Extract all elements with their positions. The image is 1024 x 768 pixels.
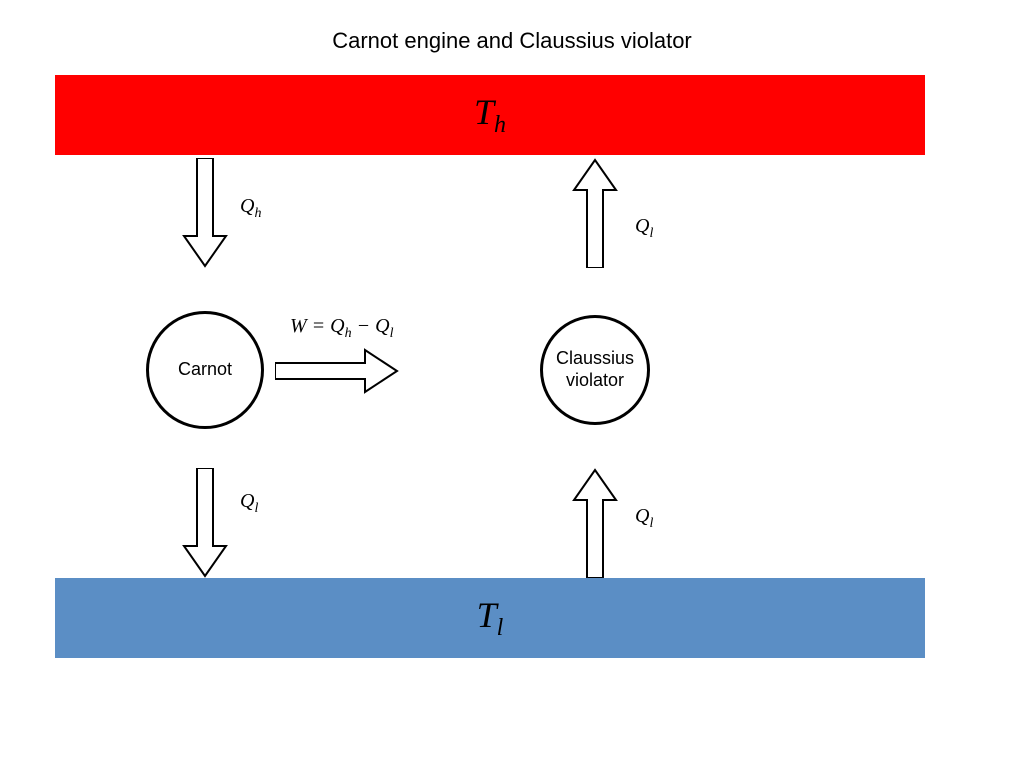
ql-claussius-bottom-arrow	[570, 468, 620, 578]
ql-claussius-top-label: Ql	[635, 215, 653, 242]
carnot-engine: Carnot	[146, 311, 264, 429]
qh-carnot-label: Qh	[240, 195, 261, 222]
work-equation: W = Qh − Ql	[290, 315, 393, 342]
cold-reservoir-label: Tl	[477, 594, 504, 642]
ql-claussius-bottom-label: Ql	[635, 505, 653, 532]
carnot-label: Carnot	[178, 359, 232, 381]
hot-reservoir-label: Th	[474, 91, 506, 139]
ql-claussius-top-arrow	[570, 158, 620, 268]
diagram-title: Carnot engine and Claussius violator	[0, 28, 1024, 54]
hot-reservoir: Th	[55, 75, 925, 155]
cold-reservoir: Tl	[55, 578, 925, 658]
ql-carnot-label: Ql	[240, 490, 258, 517]
claussius-violator: Claussiusviolator	[540, 315, 650, 425]
ql-carnot-arrow	[180, 468, 230, 578]
claussius-label: Claussiusviolator	[556, 348, 634, 391]
work-arrow	[275, 348, 400, 394]
qh-carnot-arrow	[180, 158, 230, 268]
